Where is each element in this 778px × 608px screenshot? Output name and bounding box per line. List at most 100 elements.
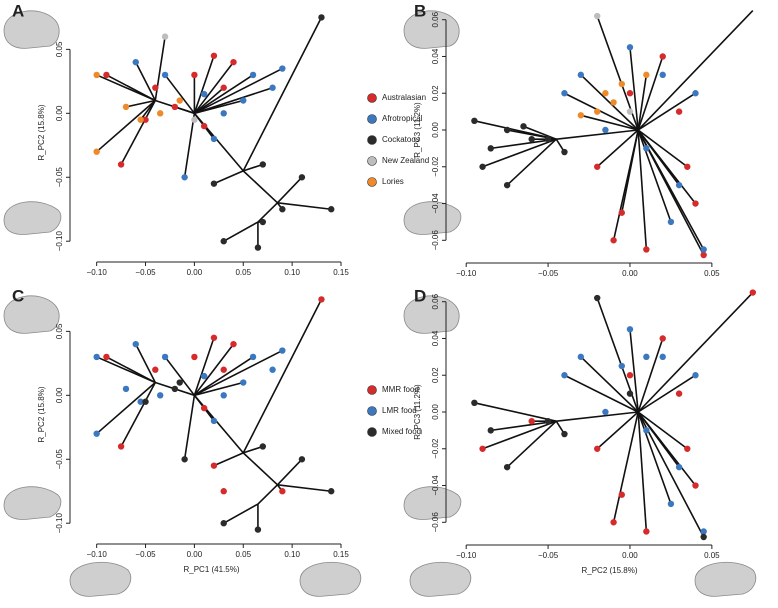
y-tick-label: 0.04 (431, 48, 440, 64)
skull-icon (403, 486, 462, 520)
branch (620, 129, 639, 213)
x-tick-label: −0.10 (456, 269, 477, 278)
branch (637, 56, 664, 131)
point (602, 408, 609, 416)
branch (193, 343, 235, 396)
point (220, 488, 227, 495)
legend-label: Afrotropical (382, 114, 423, 123)
point (594, 108, 601, 115)
branch (257, 202, 279, 223)
point (298, 456, 306, 463)
point (561, 148, 568, 156)
legend-marker (367, 385, 377, 395)
point (156, 392, 164, 399)
legend-marker (367, 177, 377, 187)
branch (164, 74, 196, 114)
point (254, 526, 262, 533)
point (200, 372, 208, 380)
point (528, 417, 535, 425)
point (259, 161, 267, 168)
branch (596, 129, 639, 168)
point (561, 372, 568, 379)
branch (637, 411, 688, 450)
branch (482, 420, 557, 450)
point (618, 209, 625, 216)
branch (193, 356, 254, 396)
point (610, 237, 617, 244)
legend-label: MMR food (382, 385, 419, 394)
skull-icon (3, 295, 60, 334)
branch (277, 202, 332, 211)
x-tick-label: −0.05 (135, 268, 156, 277)
skull-icon (299, 561, 362, 597)
point (137, 398, 144, 405)
point (692, 482, 699, 489)
point (176, 379, 183, 386)
x-tick-label: 0.00 (622, 551, 638, 560)
point (503, 126, 511, 134)
point (200, 404, 208, 412)
point (210, 462, 218, 469)
point (487, 145, 494, 152)
branch (506, 138, 557, 186)
point (626, 90, 634, 97)
x-tick-label: 0.05 (704, 551, 720, 560)
branch (194, 349, 283, 397)
point (659, 353, 666, 361)
branch (637, 411, 705, 538)
branch (637, 74, 648, 131)
y-tick-label: 0.00 (55, 387, 64, 403)
branch (183, 395, 196, 460)
y-tick-label: −0.02 (431, 438, 440, 459)
branch (135, 343, 157, 383)
branch (482, 138, 557, 168)
point (122, 385, 130, 393)
point (132, 58, 139, 66)
branch (556, 129, 639, 140)
point (137, 116, 144, 123)
point (667, 500, 675, 508)
legend-marker (367, 406, 377, 416)
legend-marker (367, 93, 377, 103)
branch (637, 374, 696, 413)
branch (637, 129, 688, 168)
branch (612, 411, 639, 523)
point (117, 443, 125, 450)
branch (243, 445, 264, 454)
x-tick-label: 0.05 (704, 269, 720, 278)
point (577, 71, 585, 79)
x-axis-label: R_PC2 (15.8%) (581, 566, 637, 575)
branch (276, 458, 303, 486)
panel-label: A (12, 1, 24, 20)
point (626, 390, 634, 397)
branch (223, 221, 259, 242)
point (181, 174, 188, 181)
branch (242, 299, 323, 454)
skull-icon (3, 486, 62, 520)
branch (257, 484, 279, 505)
point (675, 108, 683, 115)
point (93, 71, 100, 79)
x-tick-label: 0.10 (284, 550, 300, 559)
point (487, 427, 494, 434)
point (171, 103, 179, 111)
branch (596, 411, 639, 450)
branch (242, 17, 323, 172)
branch (194, 381, 244, 397)
branch (213, 170, 244, 185)
point (561, 90, 568, 97)
branch (242, 452, 279, 486)
point (610, 519, 617, 526)
point (230, 340, 237, 348)
y-tick-label: −0.02 (431, 156, 440, 177)
point (626, 326, 634, 333)
point (700, 251, 707, 259)
panel-label: C (12, 286, 24, 305)
x-tick-label: −0.10 (87, 268, 108, 277)
legend-marker (367, 114, 377, 124)
y-tick-label: 0.04 (431, 330, 440, 346)
y-tick-label: 0.05 (55, 323, 64, 339)
point (659, 71, 666, 79)
branch (556, 411, 639, 422)
